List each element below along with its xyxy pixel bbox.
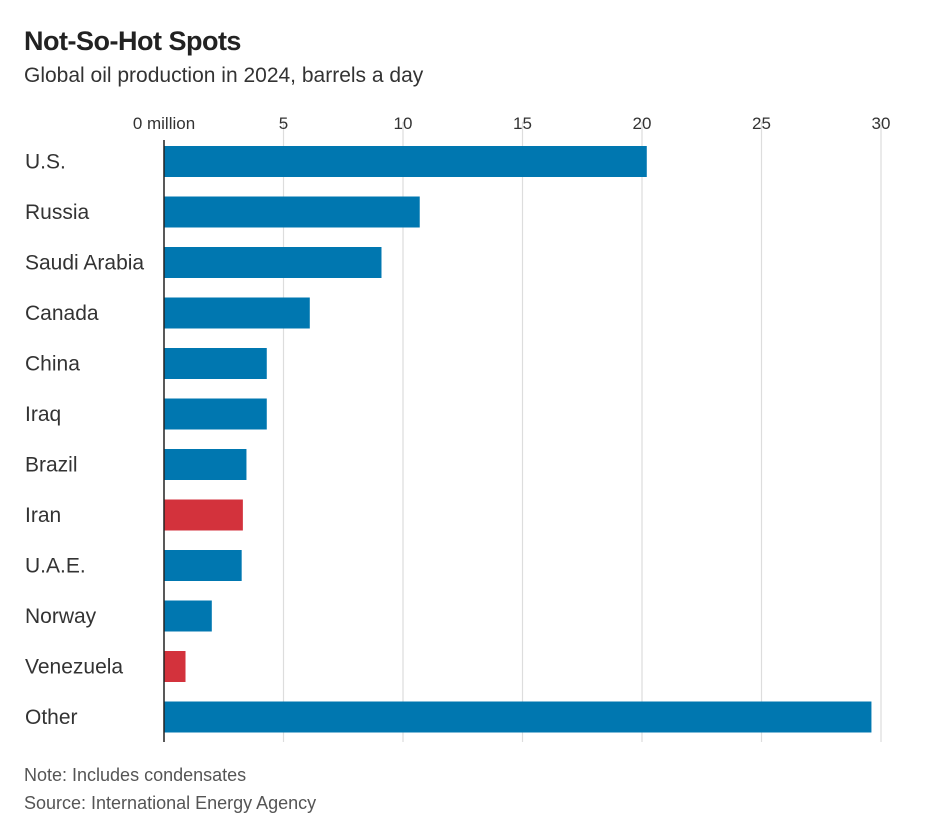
x-tick-label: 20 <box>633 114 652 133</box>
x-tick-label: 5 <box>279 114 288 133</box>
chart-subtitle: Global oil production in 2024, barrels a… <box>24 64 424 87</box>
bars <box>164 146 872 733</box>
category-labels: U.S. Russia Saudi Arabia Canada China Iraq Bra… <box>25 151 144 730</box>
x-tick-label: 15 <box>513 114 532 133</box>
footnote: Note: Includes condensates <box>24 765 247 785</box>
category-label: Iran <box>25 504 61 527</box>
bar-russia <box>164 196 420 228</box>
bar-other <box>164 701 872 733</box>
bar-iran <box>164 499 243 531</box>
category-label: China <box>25 353 80 376</box>
category-label: Other <box>25 706 78 729</box>
bar-saudi-arabia <box>164 247 382 278</box>
bar-canada <box>164 297 310 329</box>
chart-title: Not-So-Hot Spots <box>24 26 241 56</box>
category-label: Russia <box>25 201 90 224</box>
x-tick-label: 0 million <box>133 114 195 133</box>
source-note: Source: International Energy Agency <box>24 793 317 813</box>
category-label: Saudi Arabia <box>25 252 144 275</box>
x-axis-ticks: 0 million 5 10 15 20 25 30 <box>133 114 891 133</box>
bar-venezuela <box>164 651 186 682</box>
bar-brazil <box>164 449 247 480</box>
bar-u-a-e <box>164 550 242 581</box>
x-tick-label: 30 <box>872 114 891 133</box>
bar-u-s <box>164 146 647 177</box>
bar-norway <box>164 600 212 632</box>
x-tick-label: 10 <box>394 114 413 133</box>
bar-iraq <box>164 398 267 430</box>
category-label: Brazil <box>25 454 78 477</box>
category-label: Canada <box>25 302 99 325</box>
category-label: Venezuela <box>25 656 123 679</box>
category-label: Norway <box>25 605 97 628</box>
category-label: Iraq <box>25 403 61 426</box>
category-label: U.S. <box>25 151 66 174</box>
category-label: U.A.E. <box>25 555 86 578</box>
x-tick-label: 25 <box>752 114 771 133</box>
bar-china <box>164 348 267 379</box>
bar-chart: 0 million 5 10 15 20 25 30 U.S. Russia Saudi Ara… <box>25 114 891 742</box>
